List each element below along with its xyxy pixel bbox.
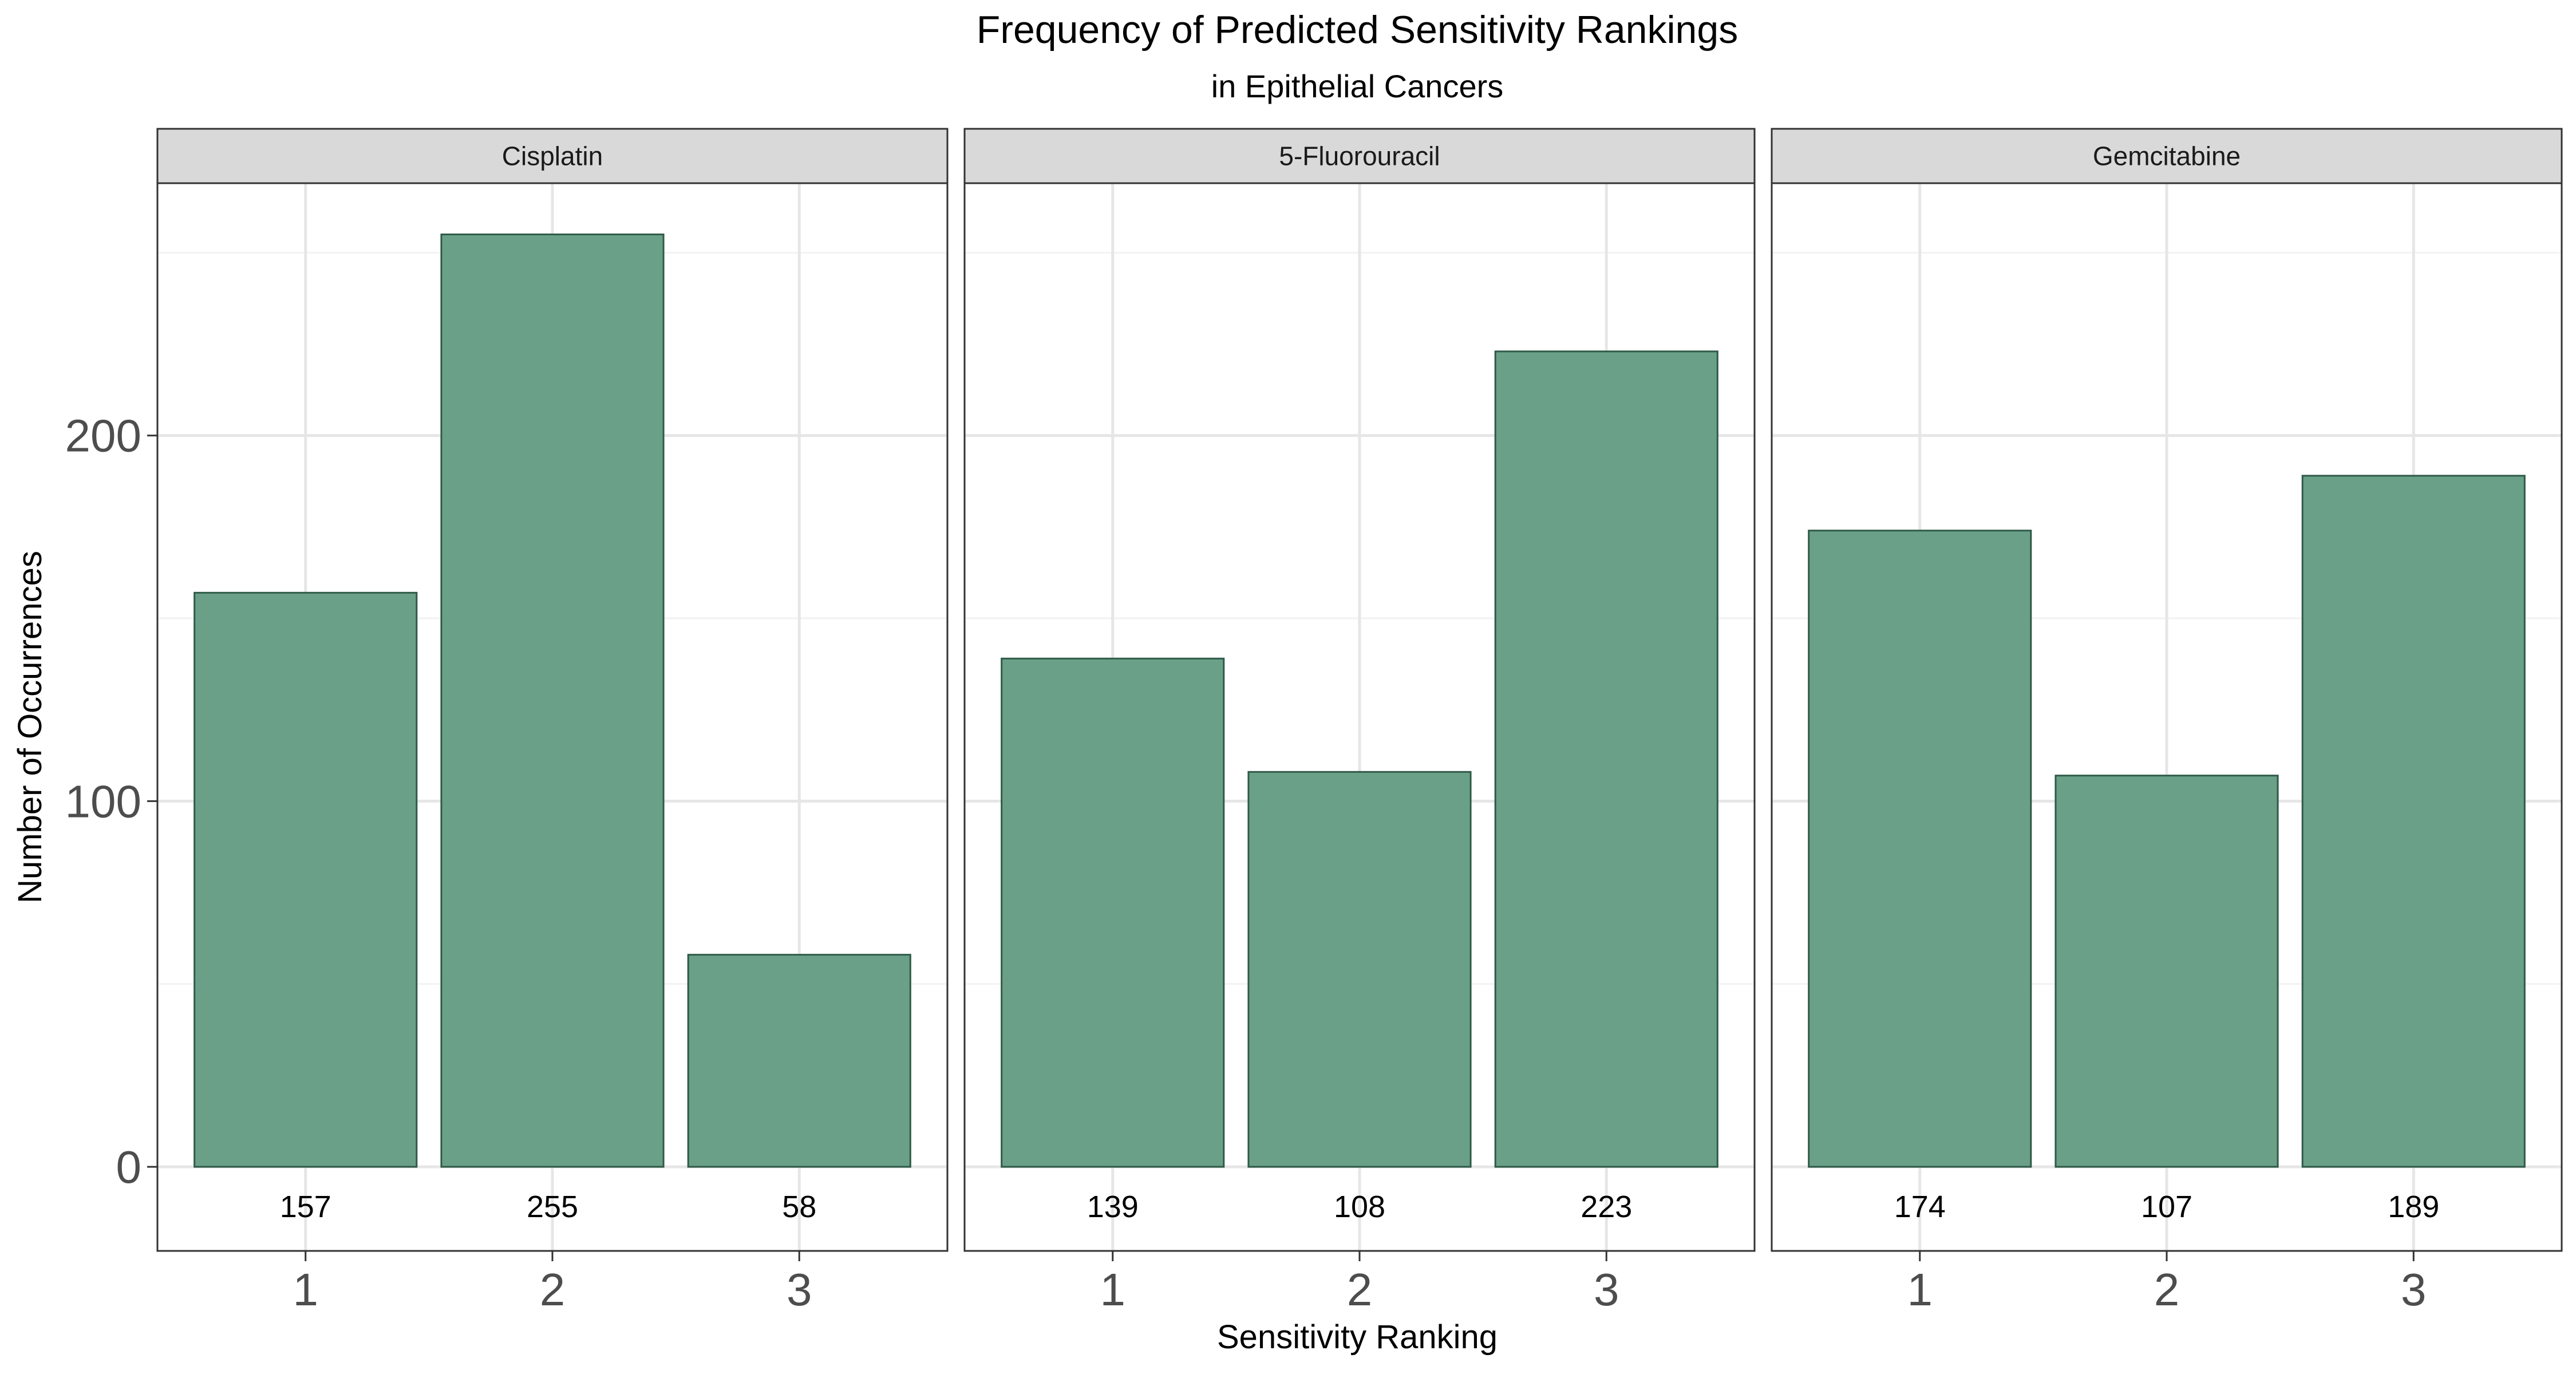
bar: [2301, 475, 2526, 1168]
facet-panel: Gemcitabine 174 107 189 1 2 3: [1771, 128, 2563, 1315]
x-tick-label: 2: [1347, 1264, 1373, 1315]
facet-strip-label: 5-Fluorouracil: [1279, 141, 1440, 171]
facet-strip: [1771, 128, 2563, 184]
bar: [1001, 657, 1225, 1168]
bar-value-label: 58: [782, 1190, 816, 1224]
y-tick-label: 200: [65, 410, 141, 461]
bar-value-label: 189: [2388, 1190, 2439, 1224]
bar-value-label: 174: [1894, 1190, 1946, 1224]
x-tick-label: 1: [1100, 1264, 1126, 1315]
facet-strip-label: Cisplatin: [502, 141, 603, 171]
x-tick-label: 3: [2401, 1264, 2427, 1315]
x-tick-label: 3: [787, 1264, 812, 1315]
facet-strip: [963, 128, 1756, 184]
bar-value-label: 223: [1581, 1190, 1632, 1224]
x-axis-title: Sensitivity Ranking: [1217, 1318, 1498, 1356]
y-axis: 0 100 200: [65, 410, 157, 1193]
x-tick-label: 1: [1907, 1264, 1933, 1315]
facet-strip: [156, 128, 949, 184]
facet-panel: Cisplatin 157 255 58 1 2 3: [156, 128, 949, 1315]
bar: [193, 591, 418, 1168]
x-tick-label: 2: [540, 1264, 566, 1315]
bar: [1808, 530, 2032, 1168]
bar: [687, 954, 911, 1168]
bar: [440, 233, 665, 1168]
facet-panel: 5-Fluorouracil 139 108 223 1 2 3: [963, 128, 1756, 1315]
bar: [1247, 771, 1472, 1168]
y-axis-title: Number of Occurrences: [11, 551, 49, 903]
x-tick-label: 1: [293, 1264, 319, 1315]
bar: [2055, 775, 2279, 1168]
facet-panels: Cisplatin 157 255 58 1 2 3 5-Fluorouracil 139 108…: [156, 128, 2563, 1315]
facet-strip-label: Gemcitabine: [2093, 141, 2241, 171]
bar-value-label: 107: [2141, 1190, 2192, 1224]
bar-value-label: 255: [527, 1190, 578, 1224]
x-tick-label: 2: [2154, 1264, 2180, 1315]
bar-value-label: 157: [280, 1190, 331, 1224]
bar: [1494, 350, 1718, 1168]
bar-value-label: 108: [1334, 1190, 1385, 1224]
bar-value-label: 139: [1087, 1190, 1139, 1224]
chart-subtitle: in Epithelial Cancers: [1211, 68, 1503, 104]
y-tick-label: 0: [116, 1142, 142, 1193]
chart-title: Frequency of Predicted Sensitivity Ranki…: [977, 8, 1738, 52]
y-tick-label: 100: [65, 776, 141, 827]
x-tick-label: 3: [1594, 1264, 1619, 1315]
